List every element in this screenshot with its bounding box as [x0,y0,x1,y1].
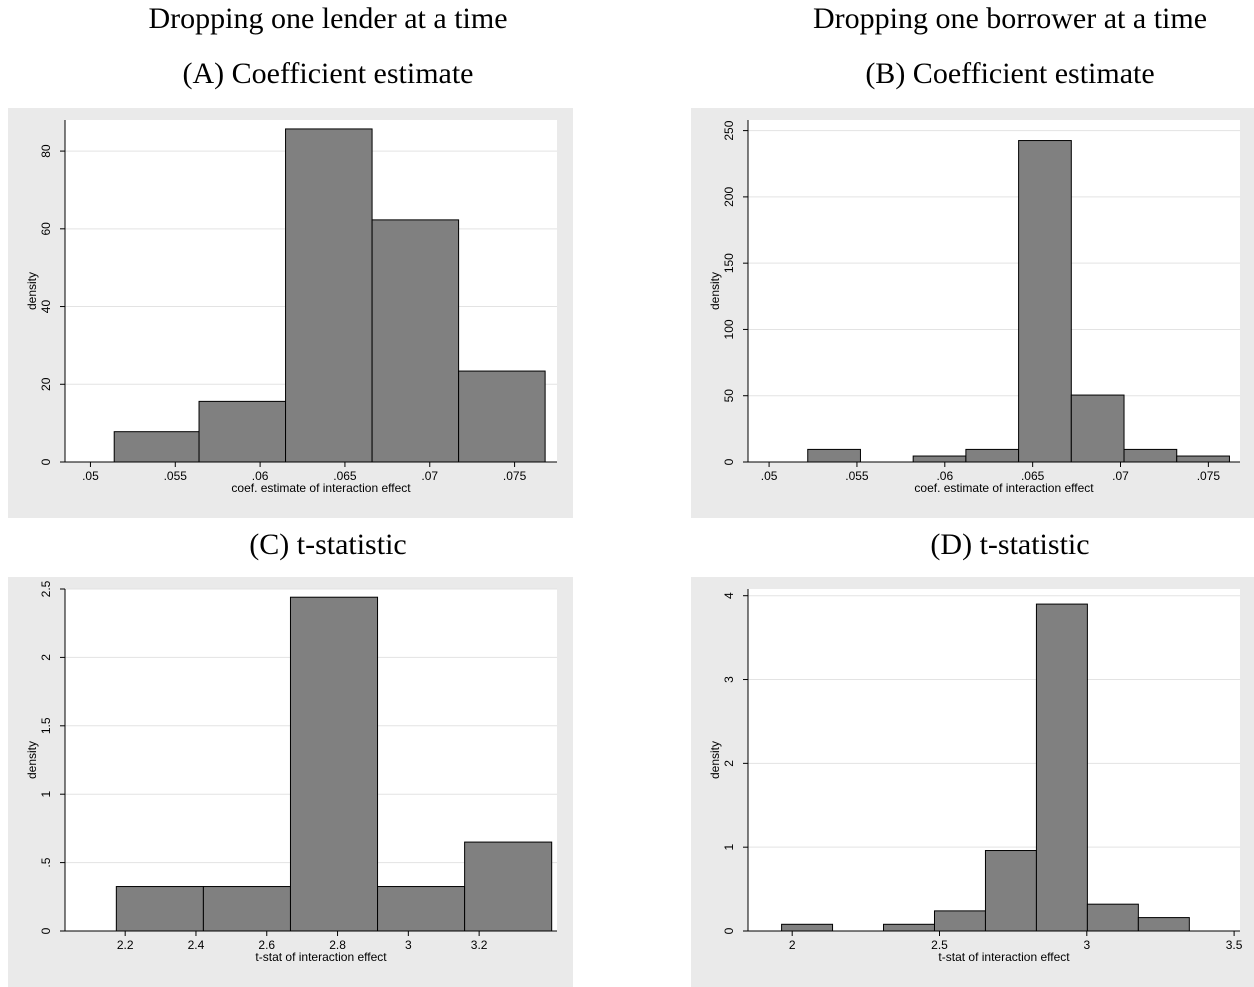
y-tick-label: 0 [722,458,736,465]
chart-panel-b: 0 50 100 150 200 250 .05 .055 .06 .065 .07 .075 coef… [691,108,1254,518]
y-tick-label: 80 [39,144,53,158]
x-tick-label: .075 [1197,469,1221,483]
y-axis-label: density [708,741,722,779]
histogram-c: 0 .5 1 1.5 2 2.5 2.2 2.4 2.6 2.8 3 3.2 t-stat of int… [25,580,557,964]
histogram-bar [807,448,861,463]
histogram-bar [1018,140,1072,463]
histogram-bar [883,923,935,932]
plot-area [748,120,1240,462]
x-axis-label: coef. estimate of interaction effect [914,481,1094,495]
panel-title-d: (D) t-statistic [930,528,1090,561]
x-axis-label: t-stat of interaction effect [255,950,387,964]
y-tick-label: 150 [722,253,736,273]
y-tick-label: 4 [722,592,736,599]
histogram-bar [1137,917,1190,932]
x-tick-label: 3.5 [1226,938,1243,952]
histogram-bar [1035,603,1088,932]
x-axis-label: t-stat of interaction effect [938,950,1070,964]
y-tick-label: 1.5 [39,717,53,734]
x-tick-label: .07 [1112,469,1129,483]
histogram-bar [781,923,834,932]
x-tick-label: .065 [333,469,357,483]
y-tick-label: 0 [39,458,53,465]
x-tick-label: .055 [164,469,188,483]
panel-title-a: (A) Coefficient estimate [182,57,474,90]
histogram-bar [285,128,373,463]
histogram-bar [377,886,466,932]
y-tick-label: 200 [722,187,736,207]
x-tick-label: .06 [936,469,953,483]
histogram-bar [1086,903,1139,932]
y-tick-label: 40 [39,300,53,314]
x-tick-label: .05 [82,469,99,483]
y-tick-label: 20 [39,377,53,391]
y-tick-label: 1 [722,844,736,851]
y-tick-label: 50 [722,389,736,403]
histogram-bar [458,370,546,463]
y-tick-label: 2.5 [39,580,53,597]
x-tick-label: 2.2 [117,938,134,952]
panel-title-c: (C) t-statistic [249,528,407,561]
histogram-a: 0 20 40 60 80 .05 .055 .06 .065 .07 .075 coef. esti… [25,120,557,495]
y-tick-label: .5 [39,857,53,867]
y-tick-label: 60 [39,222,53,236]
y-axis-label: density [25,741,39,779]
x-tick-label: 2 [789,938,796,952]
y-tick-label: 0 [722,927,736,934]
histogram-bar [115,886,204,932]
histogram-d: 0 1 2 3 4 2 2.5 3 3.5 t-stat of interaction effec… [708,589,1243,964]
column-title-right: Dropping one borrower at a time [812,2,1208,35]
histogram-bar [289,596,379,932]
x-tick-label: 3 [1083,938,1090,952]
y-tick-label: 100 [722,319,736,339]
x-tick-label: 3 [405,938,412,952]
histogram-bar [202,886,291,932]
y-axis-label: density [25,272,39,310]
histogram-b: 0 50 100 150 200 250 .05 .055 .06 .065 .07 .075 coef… [708,120,1240,495]
panel-title-b: (B) Coefficient estimate [865,57,1155,90]
histogram-bar [1176,455,1230,463]
y-axis-label: density [708,272,722,310]
x-tick-label: .05 [761,469,778,483]
chart-panel-a: 0 20 40 60 80 .05 .055 .06 .065 .07 .075 coef. esti… [8,108,573,518]
x-tick-label: 2.8 [329,938,346,952]
chart-panel-c: 0 .5 1 1.5 2 2.5 2.2 2.4 2.6 2.8 3 3.2 t-stat of int… [8,577,573,987]
histogram-bar [113,431,200,463]
histogram-bar [1070,394,1125,463]
chart-panel-d: 0 1 2 3 4 2 2.5 3 3.5 t-stat of interaction effec… [691,577,1254,987]
y-tick-label: 1 [39,791,53,798]
histogram-bar [965,448,1020,463]
y-tick-label: 2 [722,760,736,767]
y-tick-label: 250 [722,120,736,140]
column-title-left: Dropping one lender at a time [148,2,508,35]
x-tick-label: .07 [421,469,438,483]
histogram-bar [464,841,553,932]
x-tick-label: .065 [1021,469,1045,483]
x-tick-label: 2.6 [258,938,275,952]
y-tick-label: 0 [39,927,53,934]
histogram-bar [371,219,460,463]
histogram-bar [933,910,986,932]
x-tick-label: .075 [503,469,527,483]
y-tick-label: 2 [39,654,53,661]
x-axis-label: coef. estimate of interaction effect [231,481,411,495]
histogram-bar [912,455,967,463]
x-tick-label: 3.2 [471,938,488,952]
x-tick-label: 2.5 [931,938,948,952]
histogram-bar [1123,448,1178,463]
x-tick-label: 2.4 [188,938,205,952]
histogram-bar [984,850,1037,932]
y-tick-label: 3 [722,676,736,683]
histogram-bar [198,400,287,463]
x-tick-label: .055 [845,469,869,483]
x-tick-label: .06 [252,469,269,483]
